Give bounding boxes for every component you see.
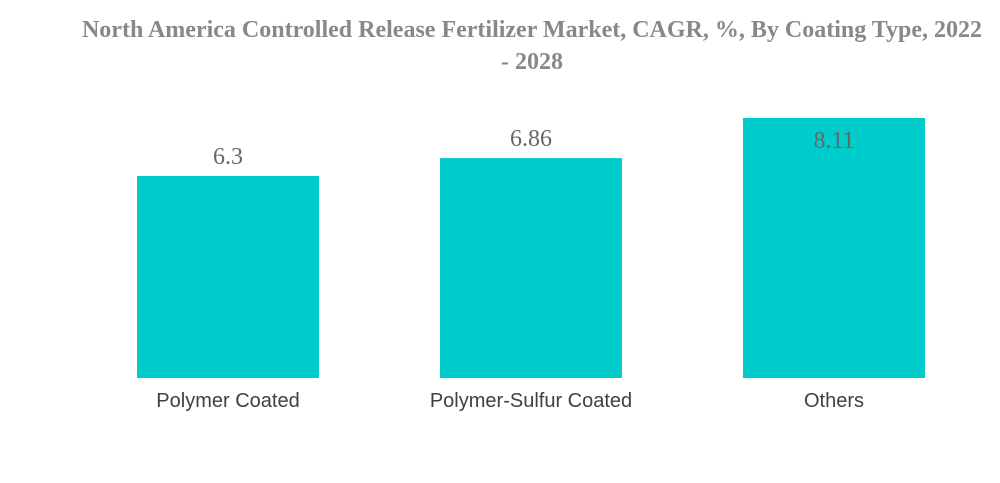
x-tick-label: Others xyxy=(804,390,864,412)
bar-polymer-sulfur-coated xyxy=(440,158,622,378)
bar-polymer-coated xyxy=(137,176,319,378)
data-label: 6.3 xyxy=(213,144,243,170)
bar-others xyxy=(743,118,925,378)
data-label: 8.11 xyxy=(813,128,854,154)
x-tick-label: Polymer-Sulfur Coated xyxy=(430,390,632,412)
x-tick-label: Polymer Coated xyxy=(156,390,299,412)
chart-title: North America Controlled Release Fertili… xyxy=(81,17,983,75)
data-label: 6.86 xyxy=(510,126,552,152)
